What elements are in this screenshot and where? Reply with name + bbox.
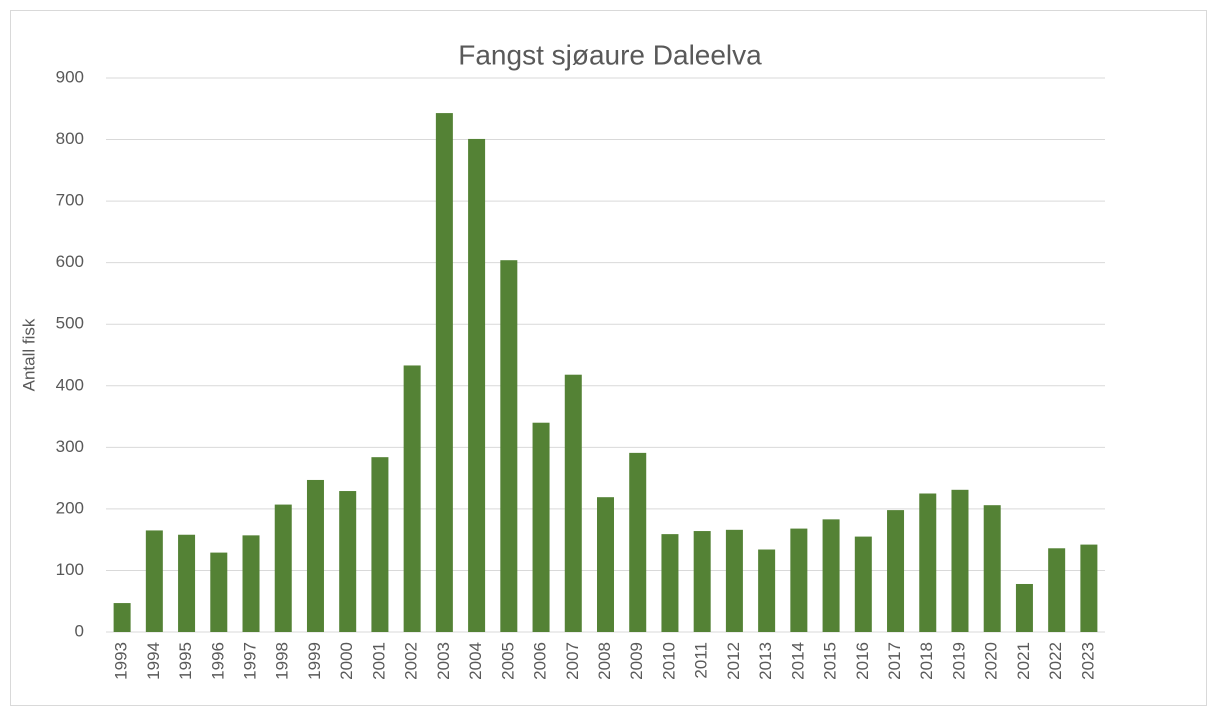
x-tick-label: 2013 — [756, 642, 775, 680]
x-tick-label: 2015 — [821, 642, 840, 680]
x-tick-label: 2005 — [498, 642, 517, 680]
x-tick-label: 2003 — [434, 642, 453, 680]
bar — [790, 528, 808, 632]
bar — [887, 510, 905, 632]
x-tick-label: 2011 — [692, 642, 711, 679]
x-tick-label: 1995 — [176, 642, 195, 680]
y-tick-label: 800 — [56, 129, 84, 148]
x-tick-label: 1997 — [241, 642, 260, 680]
x-tick-label: 2006 — [531, 642, 550, 680]
bar — [661, 534, 679, 632]
x-tick-label: 2016 — [853, 642, 872, 680]
y-axis-title: Antall fisk — [19, 318, 38, 391]
bar — [629, 452, 647, 632]
bar — [1080, 544, 1098, 632]
bar — [339, 491, 357, 632]
chart-title: Fangst sjøaure Daleelva — [458, 39, 762, 70]
x-tick-label: 2022 — [1046, 642, 1065, 680]
y-tick-label: 100 — [56, 560, 84, 579]
y-tick-label: 600 — [56, 252, 84, 271]
x-tick-label: 2000 — [337, 642, 356, 680]
bar — [1015, 583, 1033, 632]
x-tick-label: 1998 — [273, 642, 292, 680]
x-tick-label: 1993 — [112, 642, 131, 680]
x-tick-label: 1999 — [305, 642, 324, 680]
bar — [500, 260, 518, 632]
bar — [145, 530, 163, 632]
x-tick-label: 2019 — [949, 642, 968, 680]
x-tick-label: 2001 — [369, 642, 388, 680]
x-tick-label: 2010 — [659, 642, 678, 680]
x-tick-label: 1996 — [208, 642, 227, 680]
bar — [822, 519, 840, 632]
x-tick-label: 2020 — [982, 642, 1001, 680]
bar — [210, 552, 228, 632]
bar — [371, 457, 389, 632]
x-tick-label: 2009 — [627, 642, 646, 680]
x-tick-label: 2004 — [466, 642, 485, 680]
x-tick-label: 2014 — [788, 642, 807, 680]
bar — [951, 489, 969, 632]
bar — [758, 549, 776, 632]
x-tick-label: 2023 — [1078, 642, 1097, 680]
x-tick-label: 2008 — [595, 642, 614, 680]
x-tick-label: 2017 — [885, 642, 904, 680]
bar — [532, 422, 550, 632]
x-tick-label: 2007 — [563, 642, 582, 680]
bar — [854, 536, 872, 632]
y-tick-label: 300 — [56, 437, 84, 456]
y-tick-label: 500 — [56, 314, 84, 333]
bar — [274, 504, 292, 632]
y-tick-label: 400 — [56, 375, 84, 394]
bar — [435, 113, 453, 632]
bar — [564, 374, 582, 632]
bar — [1048, 548, 1066, 632]
bar — [693, 531, 711, 632]
bar — [113, 603, 131, 632]
x-tick-label: 2002 — [402, 642, 421, 680]
y-tick-label: 200 — [56, 498, 84, 517]
bar — [178, 534, 196, 632]
bar — [242, 535, 260, 632]
y-tick-label: 700 — [56, 191, 84, 210]
bar — [983, 505, 1001, 632]
y-tick-label: 900 — [56, 67, 84, 86]
bar — [919, 493, 937, 632]
bar — [306, 479, 324, 632]
bar — [725, 529, 743, 632]
bar — [468, 138, 486, 632]
x-tick-label: 2018 — [917, 642, 936, 680]
bar — [597, 497, 614, 632]
bar — [403, 365, 421, 632]
y-tick-label: 0 — [75, 621, 84, 640]
x-tick-label: 2012 — [724, 642, 743, 680]
x-tick-label: 1994 — [144, 642, 163, 680]
x-tick-label: 2021 — [1014, 642, 1033, 680]
